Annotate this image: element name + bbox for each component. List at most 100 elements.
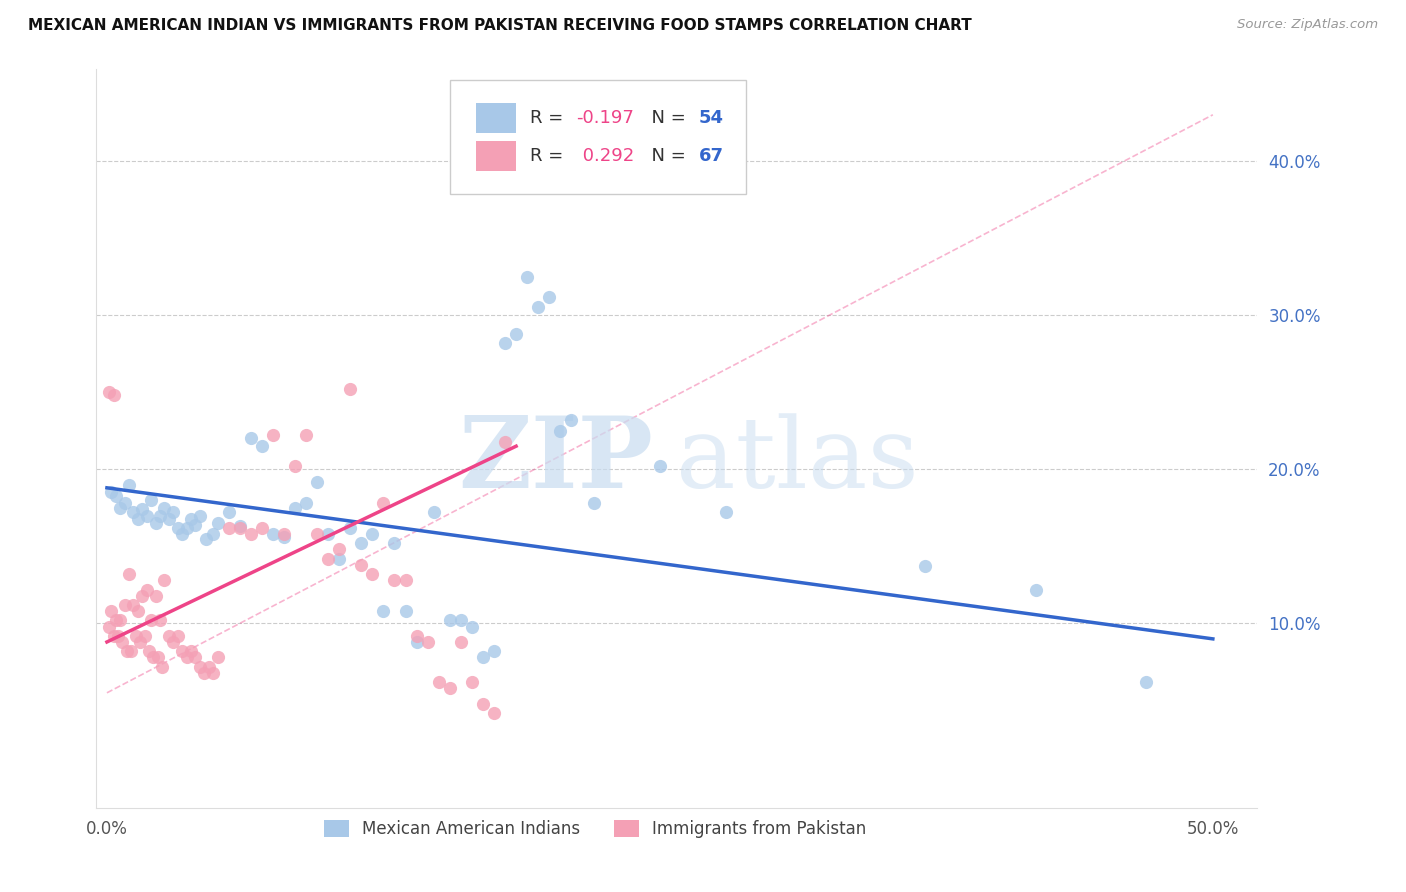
Point xyxy=(162,635,184,649)
Point xyxy=(103,388,125,402)
Point xyxy=(114,496,136,510)
Point xyxy=(135,582,157,597)
Point xyxy=(582,496,605,510)
FancyBboxPatch shape xyxy=(450,79,747,194)
FancyBboxPatch shape xyxy=(475,103,516,133)
Point xyxy=(273,527,295,541)
Point xyxy=(273,530,295,544)
Point xyxy=(914,559,936,574)
Point xyxy=(350,558,373,572)
Point xyxy=(361,567,384,582)
Point xyxy=(202,665,225,680)
Point xyxy=(427,675,450,690)
Point xyxy=(373,496,395,510)
Point xyxy=(127,511,149,525)
Point xyxy=(149,613,172,627)
Text: R =: R = xyxy=(530,109,569,127)
Point xyxy=(124,629,146,643)
Point xyxy=(145,516,167,531)
Point xyxy=(405,629,427,643)
Point xyxy=(180,511,202,525)
Point xyxy=(176,521,198,535)
Point xyxy=(450,635,472,649)
Point xyxy=(157,511,180,525)
Point xyxy=(188,659,211,673)
Point xyxy=(339,382,361,396)
Point xyxy=(118,567,141,582)
Point xyxy=(384,536,406,550)
Point xyxy=(141,493,163,508)
Point xyxy=(423,506,446,520)
Point xyxy=(162,506,184,520)
Point xyxy=(131,502,153,516)
Point xyxy=(134,629,156,643)
Point xyxy=(1025,582,1047,597)
Text: ZIP: ZIP xyxy=(458,412,654,509)
Point xyxy=(505,326,527,341)
Point xyxy=(207,516,229,531)
Point xyxy=(494,335,516,350)
Point xyxy=(405,635,427,649)
Point xyxy=(153,574,176,588)
Point xyxy=(176,650,198,665)
Point xyxy=(262,428,284,442)
Point xyxy=(295,496,318,510)
Text: 67: 67 xyxy=(699,147,724,165)
Text: N =: N = xyxy=(641,109,692,127)
Point xyxy=(202,527,225,541)
Point xyxy=(98,619,121,633)
Point xyxy=(416,635,439,649)
Point xyxy=(239,527,262,541)
Point xyxy=(494,434,516,449)
Point xyxy=(153,500,176,515)
Text: MEXICAN AMERICAN INDIAN VS IMMIGRANTS FROM PAKISTAN RECEIVING FOOD STAMPS CORREL: MEXICAN AMERICAN INDIAN VS IMMIGRANTS FR… xyxy=(28,18,972,33)
Point xyxy=(135,508,157,523)
Point xyxy=(184,650,207,665)
Point xyxy=(104,489,127,503)
Point xyxy=(207,650,229,665)
Point xyxy=(1135,675,1157,690)
Point xyxy=(218,521,240,535)
Point xyxy=(350,536,373,550)
Text: R =: R = xyxy=(530,147,569,165)
Point xyxy=(218,506,240,520)
Point xyxy=(108,613,131,627)
Point xyxy=(127,604,149,618)
Point xyxy=(527,301,550,315)
Point xyxy=(108,500,131,515)
Point xyxy=(316,527,339,541)
Point xyxy=(114,598,136,612)
Point xyxy=(295,428,318,442)
Point xyxy=(482,706,505,720)
Point xyxy=(166,521,188,535)
Point xyxy=(141,613,163,627)
Point xyxy=(250,439,273,453)
Point xyxy=(284,500,307,515)
Point xyxy=(305,475,328,489)
Text: -0.197: -0.197 xyxy=(576,109,634,127)
Point xyxy=(122,598,145,612)
Point xyxy=(305,527,328,541)
Point xyxy=(228,521,250,535)
Point xyxy=(157,629,180,643)
Point xyxy=(250,521,273,535)
Text: 0.292: 0.292 xyxy=(576,147,634,165)
Point xyxy=(394,574,416,588)
Point xyxy=(328,542,350,557)
Point xyxy=(284,459,307,474)
Point xyxy=(716,506,738,520)
Point xyxy=(482,644,505,658)
Point xyxy=(107,629,129,643)
Point xyxy=(373,604,395,618)
Point xyxy=(150,659,173,673)
Point xyxy=(471,650,494,665)
Point xyxy=(103,629,125,643)
Text: atlas: atlas xyxy=(676,413,920,508)
Point xyxy=(131,589,153,603)
Text: Source: ZipAtlas.com: Source: ZipAtlas.com xyxy=(1237,18,1378,31)
Point xyxy=(195,532,218,546)
Point xyxy=(516,269,538,284)
FancyBboxPatch shape xyxy=(475,141,516,170)
Point xyxy=(538,290,561,304)
Point xyxy=(361,527,384,541)
